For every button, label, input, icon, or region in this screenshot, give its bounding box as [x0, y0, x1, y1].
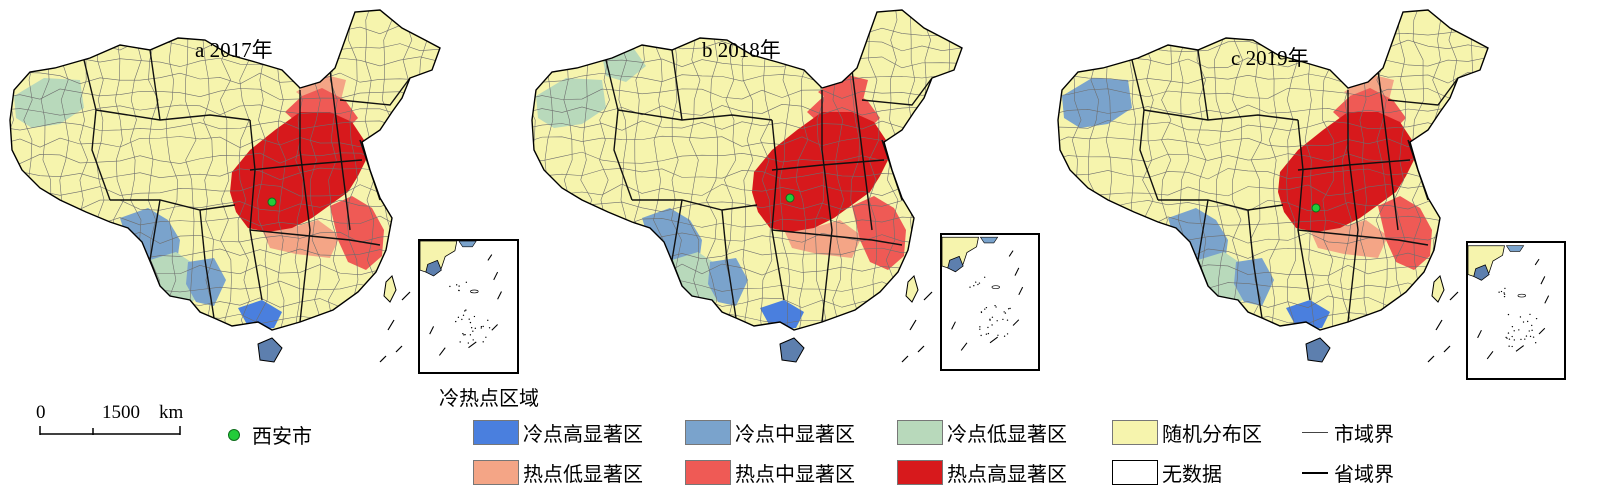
region-hotHigh — [230, 112, 366, 232]
region-coldMid2 — [708, 258, 748, 306]
cold-mid-swatch — [685, 420, 731, 445]
taiwan-island — [1431, 275, 1445, 303]
south-sea-inset-2019 — [1466, 241, 1566, 380]
scale-unit: km — [159, 402, 184, 423]
map-panel-2017: a 2017年 — [0, 0, 520, 380]
xian-marker — [267, 197, 277, 207]
china-map-2017 — [9, 9, 441, 363]
region-coldMid2 — [1234, 258, 1274, 306]
legend-cold-mid: 冷点中显著区 — [685, 418, 855, 447]
region-coldLowW — [14, 78, 84, 128]
map-panel-2018: b 2018年 — [522, 0, 1042, 380]
cold-high-swatch — [473, 420, 519, 445]
hot-high-swatch — [897, 460, 943, 485]
legend-cold-low: 冷点低显著区 — [897, 418, 1067, 447]
legend-title: 冷热点区域 — [439, 388, 539, 410]
scale-zero: 0 — [36, 402, 46, 423]
hot-mid-swatch — [685, 460, 731, 485]
xian-marker-icon — [228, 428, 240, 441]
scale-bar-line — [39, 426, 181, 435]
xian-legend: 西安市 — [228, 420, 312, 449]
legend-province-boundary: 省域界 — [1302, 458, 1394, 487]
xian-marker — [1311, 203, 1321, 213]
cold-low-swatch — [897, 420, 943, 445]
south-sea-inset-2017 — [418, 239, 519, 374]
province-boundaries — [605, 49, 933, 323]
legend-hot-high: 热点高显著区 — [897, 458, 1067, 487]
no-data-swatch — [1112, 460, 1158, 485]
taiwan-island — [905, 275, 919, 303]
south-sea-inset-map-2017 — [420, 241, 502, 356]
south-sea-inset-2018 — [940, 233, 1040, 371]
region-coldHigh — [1286, 300, 1330, 330]
region-coldHigh — [238, 300, 282, 330]
panel-title-2019: c 2019年 — [1231, 46, 1309, 70]
hot-low-swatch — [473, 460, 519, 485]
panel-title-2018: b 2018年 — [702, 38, 781, 62]
region-hotMidSouth — [852, 196, 906, 270]
hotspot-layers — [536, 46, 906, 330]
region-coldHigh — [760, 300, 804, 330]
china-map-2019 — [1057, 9, 1489, 363]
xian-marker — [785, 193, 795, 203]
legend-city-boundary: 市域界 — [1302, 418, 1394, 447]
scale-distance: 1500 — [102, 402, 140, 423]
taiwan-island — [383, 275, 397, 303]
legend-no-data: 无数据 — [1112, 458, 1222, 487]
region-hotHigh — [1278, 112, 1414, 232]
map-panel-2019: c 2019年 — [1048, 0, 1568, 380]
region-hotHigh — [752, 112, 888, 232]
country-outline — [1057, 9, 1489, 331]
hainan-island — [257, 337, 283, 363]
legend-random: 随机分布区 — [1112, 418, 1262, 447]
region-coldLowW — [536, 78, 606, 128]
country-outline — [9, 9, 441, 331]
city-boundary-line-icon — [1302, 432, 1328, 433]
province-boundary-line-icon — [1302, 471, 1328, 474]
xian-label: 西安市 — [252, 426, 312, 448]
scale-bar: 0 1500 km — [32, 402, 232, 442]
hainan-island — [1305, 337, 1331, 363]
country-outline — [531, 9, 963, 331]
panel-title-2017: a 2017年 — [195, 38, 273, 62]
random-swatch — [1112, 420, 1158, 445]
legend-cold-high: 冷点高显著区 — [473, 418, 643, 447]
legend-hot-low: 热点低显著区 — [473, 458, 643, 487]
south-sea-inset-map-2019 — [1468, 245, 1550, 360]
south-sea-inset-map-2018 — [942, 236, 1024, 351]
hotspot-layers — [1062, 74, 1432, 330]
hainan-island — [779, 337, 805, 363]
legend-hot-mid: 热点中显著区 — [685, 458, 855, 487]
china-map-2018 — [531, 9, 963, 363]
